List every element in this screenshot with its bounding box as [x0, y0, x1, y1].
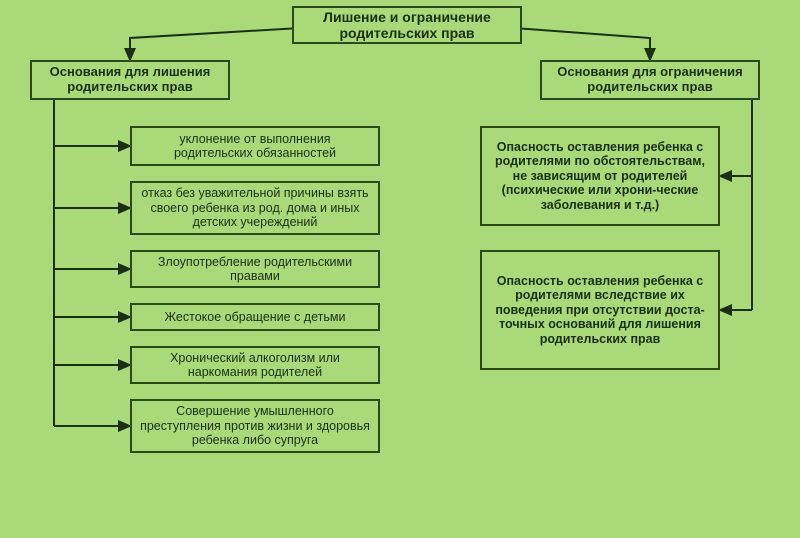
left-item-5-text: Совершение умышленного преступления прот…	[140, 404, 370, 447]
root-box-text: Лишение и ограничение родительских прав	[302, 9, 512, 41]
right-item-1: Опасность оставления ребенка с родителям…	[480, 250, 720, 370]
left-item-4: Хронический алкоголизм или наркомания ро…	[130, 346, 380, 384]
left-header-box-text: Основания для лишения родительских прав	[40, 65, 220, 95]
right-header-box-text: Основания для ограничения родительских п…	[550, 65, 750, 95]
left-item-2-text: Злоупотребление родительскими правами	[140, 255, 370, 284]
left-item-3-text: Жестокое обращение с детьми	[165, 310, 346, 324]
root-box: Лишение и ограничение родительских прав	[292, 6, 522, 44]
left-item-0: уклонение от выполнения родительских обя…	[130, 126, 380, 166]
left-item-4-text: Хронический алкоголизм или наркомания ро…	[140, 351, 370, 380]
left-item-3: Жестокое обращение с детьми	[130, 303, 380, 331]
right-item-0: Опасность оставления ребенка с родителям…	[480, 126, 720, 226]
left-item-1-text: отказ без уважительной причины взять сво…	[140, 186, 370, 229]
right-header-box: Основания для ограничения родительских п…	[540, 60, 760, 100]
left-header-box: Основания для лишения родительских прав	[30, 60, 230, 100]
left-item-5: Совершение умышленного преступления прот…	[130, 399, 380, 453]
left-item-2: Злоупотребление родительскими правами	[130, 250, 380, 288]
right-item-0-text: Опасность оставления ребенка с родителям…	[490, 140, 710, 212]
right-item-1-text: Опасность оставления ребенка с родителям…	[490, 274, 710, 346]
left-item-1: отказ без уважительной причины взять сво…	[130, 181, 380, 235]
left-item-0-text: уклонение от выполнения родительских обя…	[140, 132, 370, 161]
